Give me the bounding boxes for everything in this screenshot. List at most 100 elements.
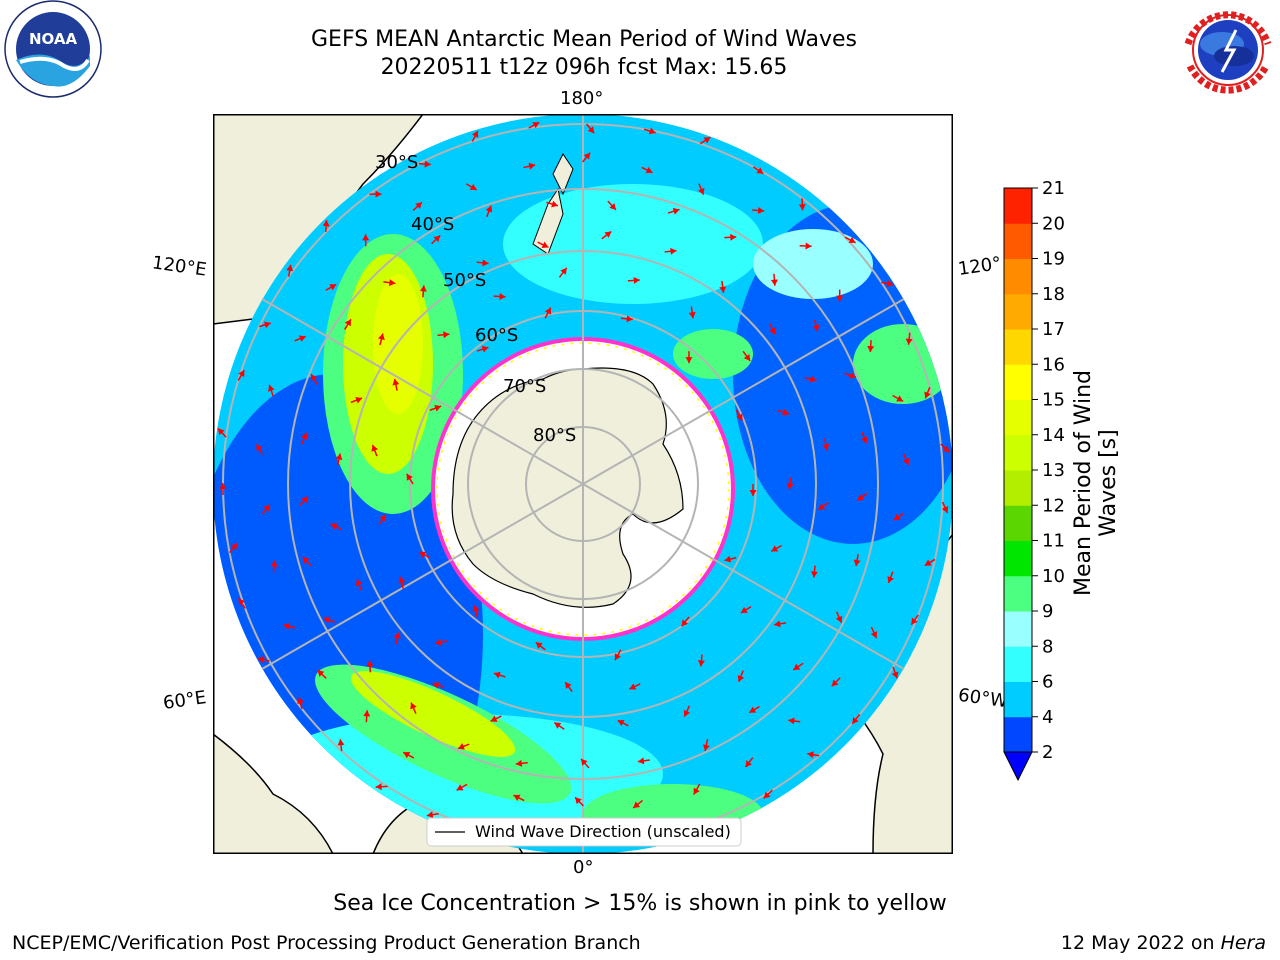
wind-arrow-head [560,267,567,275]
lon-label-0: 0° [573,857,594,878]
colorbar-band [1004,470,1032,506]
lat-label-70s: 70°S [503,376,546,397]
lat-label-30s: 30°S [375,152,418,173]
wind-arrow-head [771,545,779,552]
wind-arrow-head [737,674,745,682]
footer-credit: NCEP/EMC/Verification Post Processing Pr… [12,932,641,954]
wind-arrows [217,121,951,819]
wind-arrow-head [581,758,588,766]
colorbar-band [1004,223,1032,259]
wind-arrow-head [322,220,330,227]
wind-arrow-head [911,617,918,625]
colorbar-band [1004,646,1032,682]
wind-arrow-head [774,620,781,628]
wind-arrow-head [267,384,275,392]
chart-title: GEFS MEAN Antarctic Mean Period of Wind … [311,27,857,52]
wind-arrow-head [583,152,591,160]
wind-arrow-head [419,551,427,559]
wind-arrow-head [756,167,764,174]
wind-arrow-head [818,503,826,510]
wind-arrow-head [848,236,856,244]
wind-arrow-head [257,656,265,664]
wind-arrow-head [924,391,931,399]
wind-arrow-head [301,496,308,504]
wind-arrow-head [604,231,612,238]
wind-arrow-head [375,783,382,791]
wind-arrow-head [406,473,413,481]
wind-arrow-head [719,286,727,293]
wind-arrow-head [393,632,401,639]
wind-arrow-head [300,432,308,440]
wind-arrow-head [256,444,263,452]
wind-arrow-head [757,206,765,214]
colorbar-tick-label: 10 [1042,566,1065,587]
wind-arrow-head [852,716,859,724]
colorbar-band [1004,716,1032,753]
wind-arrow-head [443,331,450,339]
wind-arrow-head [807,751,814,759]
wind-arrow-head [891,671,899,679]
wind-arrow-head [633,801,641,809]
wind-arrow-head [310,374,318,381]
wind-arrow-head [375,190,382,198]
wind-arrow-head [238,370,245,378]
colorbar-band [1004,505,1032,541]
wind-arrow-head [317,670,325,677]
wind-arrow-head [330,523,338,530]
wind-arrow-head [297,697,304,704]
wind-arrow-head [415,202,422,209]
wind-arrow-head [672,207,680,215]
colorbar-band [1004,293,1032,330]
wind-arrow-head [575,797,582,805]
wind-arrow-head [554,722,562,729]
wind-arrow-head [896,395,904,402]
wind-arrow-head [648,127,656,135]
wind-arrow-head [283,622,290,630]
wind-arrow-head [614,653,621,661]
wind-arrow-head [469,183,477,190]
colorbar-band [1004,399,1032,436]
wind-arrow-head [629,683,637,690]
lon-label-120e: 120°E [150,252,208,281]
wind-arrow-head [749,706,757,713]
wind-arrow-head [836,295,844,302]
wind-arrow-head [831,679,839,687]
wind-arrow-head [617,719,625,727]
wind-arrow-head [786,483,794,490]
wind-arrow-head [812,324,820,332]
wind-arrow-head [493,671,501,679]
wind-arrow-head [860,436,868,444]
nws-logo [1180,2,1276,98]
lat-label-60s: 60°S [475,325,518,346]
colorbar-band [1004,329,1032,365]
colorbar-tick-label: 14 [1042,425,1065,446]
wind-arrow-head [482,259,489,267]
wind-arrow-head [740,606,748,613]
wind-arrow-head [219,482,227,490]
lat-label-40s: 40°S [411,214,454,235]
colorbar-band [1004,575,1032,612]
colorbar-tick-label: 20 [1042,213,1065,234]
lon-label-180: 180° [560,88,604,109]
wind-arrow-head [670,247,677,255]
wind-arrow-head [924,559,932,566]
wind-arrow-head [270,560,278,567]
wind-arrow-head [730,233,737,241]
wind-arrow-head [388,279,396,287]
wind-arrow-head [481,345,489,353]
wind-arrow-head [683,709,691,717]
colorbar-tick-label: 2 [1042,742,1053,763]
map-legend: Wind Wave Direction (unscaled) [426,817,742,847]
wind-arrow-head [688,311,696,319]
wind-arrow-head [770,279,778,286]
wind-arrow-head [736,413,743,421]
wind-arrow-head [403,752,411,759]
wind-arrow-head [378,333,385,341]
wind-arrow-head [230,543,238,551]
colorbar-band [1004,258,1032,295]
wind-arrow-head [398,576,406,584]
wind-arrow-head [782,408,789,416]
colorbar-tick-label: 13 [1042,460,1065,481]
wind-arrow-head [323,616,331,624]
wind-arrow-head [609,203,616,210]
